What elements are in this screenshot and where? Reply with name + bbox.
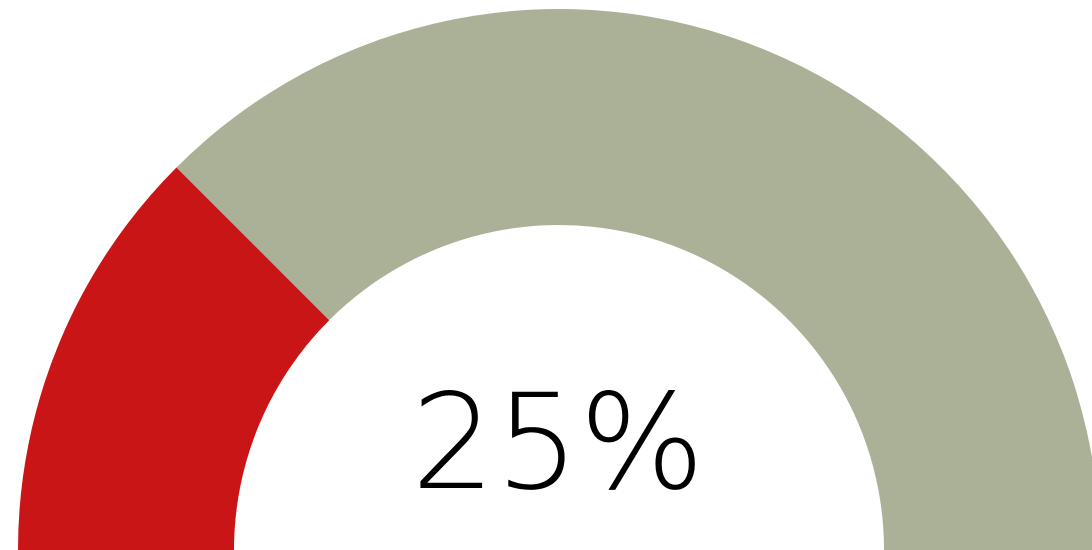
gauge-track-arc [176,9,1092,550]
gauge-value-label: 25% [411,366,705,520]
gauge-value-arc [18,167,330,550]
